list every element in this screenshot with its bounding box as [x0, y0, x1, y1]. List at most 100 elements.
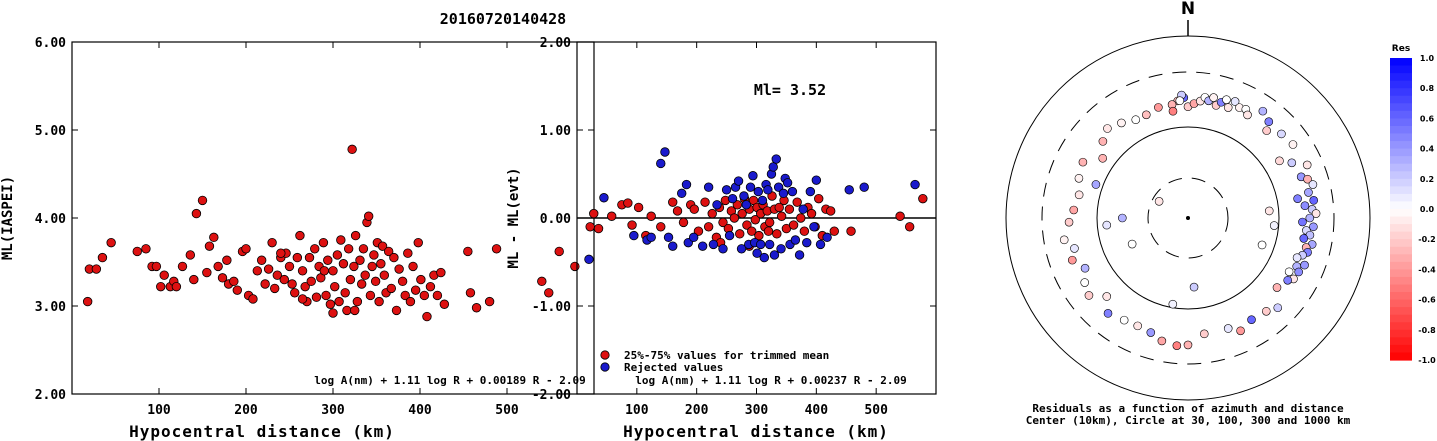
circle-100km — [1096, 126, 1280, 310]
ml-point — [342, 305, 352, 316]
ml-point — [310, 244, 320, 254]
rejected-residual-point — [646, 232, 656, 243]
colorbar-tick-label: -1.0 — [1418, 356, 1436, 365]
station-residual-point — [1069, 205, 1079, 215]
rejected-residual-point — [811, 175, 822, 185]
ml-vs-distance-chart: 100 200 300 400 500 2.00 3.00 4.00 5.00 6.00 log… — [0, 36, 595, 441]
colorbar-cell — [1390, 110, 1412, 119]
x-tick-label: 500 — [864, 403, 888, 418]
station-residual-point — [1199, 329, 1209, 339]
left-x-axis-label: Hypocentral distance (km) — [129, 422, 395, 441]
station-residual-point — [1133, 321, 1143, 331]
ml-point — [106, 237, 116, 248]
ml-point — [279, 274, 289, 285]
colorbar-cell — [1390, 186, 1412, 195]
y-tick-label: -2.00 — [532, 388, 571, 403]
station-residual-point — [1183, 340, 1193, 350]
rejected-residual-point — [787, 186, 798, 197]
x-tick-label: 100 — [625, 403, 649, 418]
ml-point — [156, 281, 166, 292]
x-tick-label: 100 — [147, 403, 171, 418]
used-residual-point — [764, 217, 775, 228]
rejected-residual-point — [739, 191, 749, 201]
colorbar-cell — [1390, 148, 1412, 157]
event-title: 20160720140428 — [440, 10, 566, 28]
station-residual-point — [1168, 106, 1178, 116]
station-residual-point — [1223, 103, 1233, 112]
station-residual-point — [1118, 213, 1127, 223]
ml-point — [213, 261, 223, 272]
ml-point — [432, 290, 443, 301]
station-residual-point — [1074, 190, 1084, 200]
used-residual-point — [825, 206, 836, 216]
station-residual-point — [1102, 292, 1112, 301]
ml-point — [297, 266, 308, 276]
ml-point — [350, 305, 360, 316]
used-residual-point — [707, 208, 717, 219]
rejected-residual-point — [752, 248, 762, 258]
station-residual-point — [1293, 194, 1302, 203]
colorbar-cell — [1390, 322, 1412, 331]
center-marker — [1186, 216, 1190, 220]
ml-point — [386, 283, 396, 294]
ml-point — [295, 230, 305, 241]
station-residual-point — [1277, 129, 1286, 139]
rejected-residual-point — [724, 230, 735, 241]
station-residual-point — [1264, 206, 1274, 216]
used-residual-point — [799, 226, 810, 236]
ml-point — [491, 244, 502, 254]
ml-point — [374, 296, 384, 307]
ml-point — [347, 144, 357, 155]
y-tick-label: 6.00 — [35, 36, 66, 51]
ml-point — [425, 281, 436, 292]
station-residual-point — [1067, 255, 1077, 265]
station-residual-point — [1308, 180, 1318, 189]
circle-300km — [1041, 71, 1335, 365]
rejected-residual-point — [910, 179, 920, 190]
ml-point — [340, 288, 350, 298]
left-formula: log A(nm) + 1.11 log R + 0.00189 R - 2.0… — [314, 374, 586, 387]
colorbar-cell — [1390, 156, 1412, 165]
x-tick-label: 400 — [805, 403, 829, 418]
used-residual-point — [814, 193, 824, 204]
ml-point — [367, 261, 377, 272]
ml-point — [284, 261, 295, 272]
used-residual-point — [904, 222, 915, 232]
station-residual-point — [1080, 263, 1090, 273]
used-residual-point — [623, 198, 633, 208]
station-residual-point — [1059, 235, 1069, 245]
station-residual-point — [1305, 213, 1315, 223]
used-residual-point — [735, 229, 745, 239]
station-residual-point — [1284, 267, 1294, 277]
used-residual-point — [747, 226, 757, 236]
ml-point — [352, 296, 363, 307]
ml-point — [141, 244, 151, 254]
ml-point — [290, 288, 300, 298]
colorbar-cell — [1390, 80, 1412, 89]
used-residual-point — [776, 211, 787, 221]
rejected-residual-point — [764, 239, 775, 250]
ml-point — [419, 290, 430, 301]
station-residual-point — [1288, 140, 1298, 149]
used-residual-point — [718, 217, 728, 228]
legend-label-used: 25%-75% values for trimmed mean — [624, 349, 829, 362]
ml-point — [403, 248, 413, 258]
left-y-axis-label: ML(IASPEI) — [0, 176, 16, 260]
used-residual-point — [607, 211, 617, 221]
circle-30km — [1147, 177, 1229, 259]
used-residual-point — [895, 211, 905, 221]
colorbar-title: Res — [1392, 44, 1410, 54]
colorbar-tick-label: -0.6 — [1418, 296, 1436, 305]
ml-point — [343, 244, 354, 254]
station-residual-point — [1223, 324, 1233, 333]
north-label: N — [1181, 0, 1195, 19]
station-residual-point — [1258, 106, 1268, 116]
ml-point — [209, 232, 219, 243]
station-residual-point — [1302, 160, 1312, 170]
colorbar-cell — [1390, 73, 1412, 82]
station-residual-point — [1230, 97, 1240, 106]
rejected-residual-point — [794, 250, 805, 260]
ml-point — [376, 259, 386, 269]
station-residual-point — [1098, 137, 1108, 146]
colorbar-cell — [1390, 314, 1412, 323]
